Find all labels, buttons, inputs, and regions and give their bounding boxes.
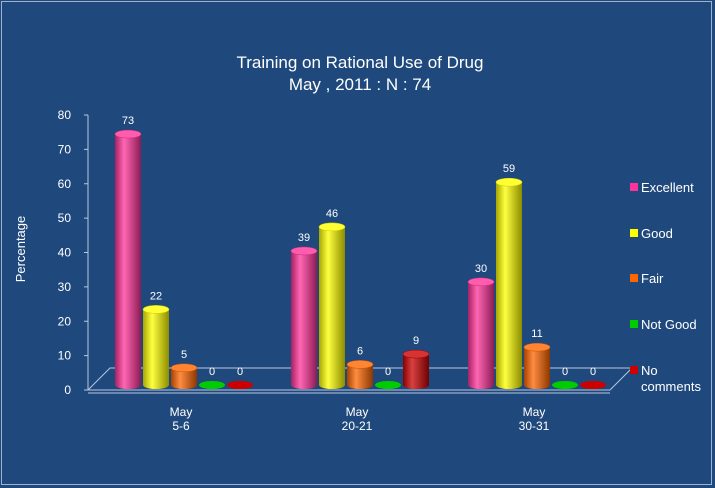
legend-swatch [630, 229, 638, 237]
y-tick-label: 70 [58, 142, 72, 156]
legend-label: Good [641, 226, 673, 241]
bar-fair-body [171, 367, 197, 389]
y-tick-label: 60 [58, 177, 72, 191]
data-label: 6 [357, 345, 363, 357]
y-tick-label: 10 [58, 349, 72, 363]
legend-label: comments [641, 379, 701, 394]
x-tick-label: May [523, 405, 546, 419]
x-tick-label-line2: 30-31 [519, 419, 550, 433]
legend-label: Fair [641, 271, 664, 286]
y-tick-label: 0 [64, 383, 71, 397]
bar-not-good-zero [552, 381, 578, 389]
x-tick-label: May [170, 405, 193, 419]
data-label: 5 [181, 349, 187, 361]
chart-title-group: Training on Rational Use of Drug May , 2… [237, 53, 484, 94]
bar-not-good-zero [199, 381, 225, 389]
bar-excellent-top [467, 277, 495, 287]
bar-fair-top [523, 342, 551, 352]
data-label: 11 [531, 328, 542, 340]
bar-good-top [495, 177, 523, 187]
bar-fair-top [346, 360, 374, 369]
chart-title: Training on Rational Use of Drug [237, 53, 484, 72]
bar-no-comments-top [402, 349, 430, 359]
data-label: 22 [150, 290, 162, 302]
bar-good-body [496, 182, 522, 389]
data-label: 0 [385, 366, 391, 378]
bar-excellent-body [468, 281, 494, 389]
bar-no-comments-zero [227, 381, 253, 389]
bar-excellent-top [290, 246, 318, 256]
bar-good-top [142, 305, 170, 314]
legend-label: Not Good [641, 317, 697, 332]
bar-fair-body [524, 347, 550, 389]
bar-fair-body [347, 364, 373, 389]
bar-good-top [318, 222, 346, 232]
bar-fair-top [170, 363, 198, 373]
legend-swatch [630, 183, 638, 191]
data-label: 0 [590, 366, 596, 378]
x-tick-label-line2: 5-6 [172, 419, 190, 433]
y-axis-label: Percentage [13, 216, 28, 283]
legend-label: Excellent [641, 180, 694, 195]
data-label: 0 [562, 366, 568, 378]
x-tick-label: May [346, 405, 369, 419]
data-label: 0 [237, 366, 243, 378]
bar-not-good-zero [375, 381, 401, 389]
data-label: 59 [503, 163, 515, 175]
bar-excellent-top [114, 129, 142, 139]
legend-swatch [630, 366, 638, 374]
chart-subtitle: May , 2011 : N : 74 [289, 75, 431, 94]
legend-label: No [641, 363, 658, 378]
legend-swatch [630, 274, 638, 282]
data-label: 30 [475, 263, 487, 275]
x-tick-label-line2: 20-21 [342, 419, 373, 433]
data-label: 46 [326, 208, 338, 220]
data-label: 39 [298, 232, 310, 244]
data-label: 73 [122, 115, 134, 127]
legend-swatch [630, 320, 638, 328]
bar-no-comments-body [403, 354, 429, 389]
bar-good-body [143, 309, 169, 389]
bar-excellent-body [291, 250, 317, 389]
data-label: 9 [413, 335, 419, 347]
data-label: 0 [209, 366, 215, 378]
y-tick-label: 50 [58, 211, 72, 225]
bar-no-comments-zero [580, 381, 606, 389]
bar-good-body [319, 226, 345, 389]
y-tick-label: 80 [58, 108, 72, 122]
y-tick-label: 40 [58, 246, 72, 260]
bar-excellent-body [115, 134, 141, 389]
y-tick-label: 30 [58, 280, 72, 294]
y-tick-label: 20 [58, 314, 72, 328]
